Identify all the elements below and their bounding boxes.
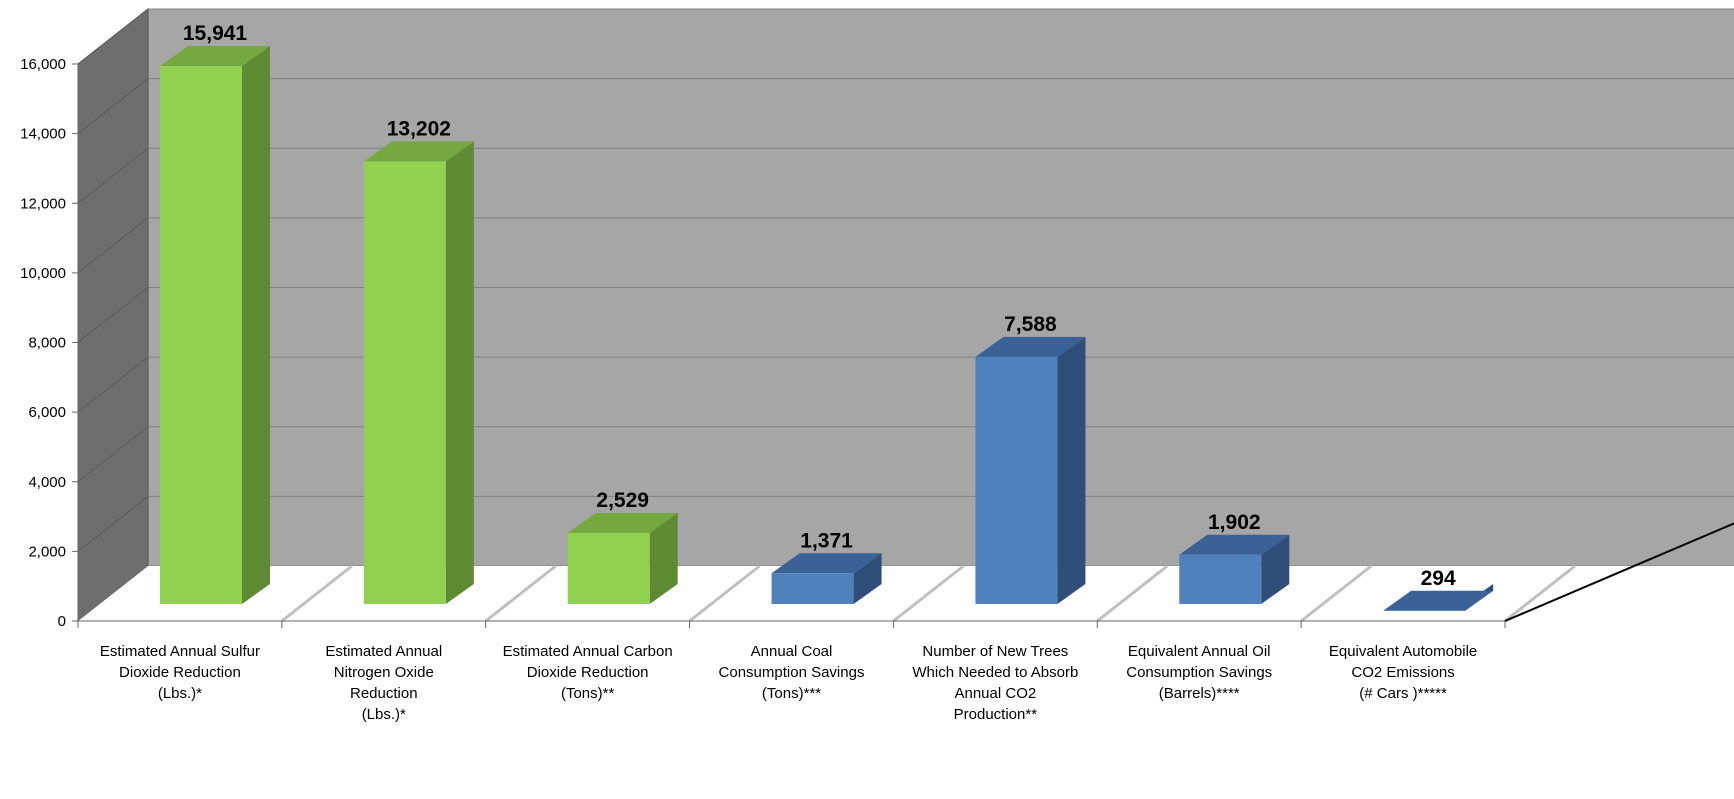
bar-side bbox=[649, 512, 678, 604]
bar-side bbox=[853, 553, 882, 604]
gridline-side bbox=[77, 356, 149, 413]
bar-side bbox=[1261, 534, 1290, 604]
category-label-line: Production** bbox=[954, 706, 1038, 723]
value-label: 1,371 bbox=[800, 529, 853, 552]
category-label-line: Number of New Trees bbox=[922, 643, 1068, 660]
floor-divider bbox=[484, 564, 557, 623]
category-label-line: Estimated Annual Carbon bbox=[503, 643, 673, 660]
category-label-line: Consumption Savings bbox=[1126, 664, 1272, 681]
category-label-line: Reduction bbox=[350, 685, 418, 702]
bar bbox=[771, 553, 882, 604]
y-axis-ticks: 0 2,000 4,000 6,000 8,000 10,000 12,000 14,000 1… bbox=[20, 56, 78, 630]
bar-front bbox=[363, 161, 446, 604]
bar-side bbox=[445, 141, 474, 604]
value-label: 294 bbox=[1421, 567, 1456, 590]
category-label-line: Annual Coal bbox=[751, 643, 833, 660]
bar bbox=[975, 336, 1086, 604]
bar bbox=[1179, 534, 1290, 604]
bar-top bbox=[1383, 590, 1494, 611]
gridline-side bbox=[77, 8, 149, 65]
y-tick-label: 0 bbox=[58, 613, 66, 630]
category-label-line: Dioxide Reduction bbox=[527, 664, 649, 681]
bar bbox=[1383, 584, 1494, 611]
category-label: Number of New Trees Which Needed to Absor… bbox=[912, 643, 1078, 723]
bar-top bbox=[363, 141, 474, 162]
bar-front bbox=[975, 356, 1058, 604]
bar bbox=[567, 512, 678, 604]
bar-top bbox=[567, 512, 678, 533]
category-label-line: Annual CO2 bbox=[954, 685, 1036, 702]
bar-side bbox=[242, 46, 270, 604]
y-tick-label: 16,000 bbox=[20, 56, 66, 73]
category-label-line: (# Cars )***** bbox=[1359, 685, 1447, 702]
y-tick-label: 10,000 bbox=[20, 265, 66, 282]
bars bbox=[160, 46, 1494, 611]
category-labels: Estimated Annual Sulfur Dioxide Reduction… bbox=[100, 643, 1477, 723]
category-label-line: (Tons)** bbox=[561, 685, 615, 702]
bar-front bbox=[771, 573, 854, 604]
category-label: Estimated Annual Carbon Dioxide Reduction… bbox=[503, 643, 673, 702]
chart-walls bbox=[77, 7, 1734, 623]
floor-divider bbox=[1300, 564, 1373, 623]
bar-front bbox=[1179, 554, 1262, 604]
category-label-line: Dioxide Reduction bbox=[119, 664, 241, 681]
gridline-side bbox=[77, 78, 149, 135]
bar-front bbox=[567, 532, 650, 604]
bar-top bbox=[771, 553, 882, 574]
value-label: 15,941 bbox=[183, 22, 248, 45]
y-tick-label: 12,000 bbox=[20, 195, 66, 212]
category-label: Equivalent Automobile CO2 Emissions (# Car… bbox=[1329, 643, 1477, 702]
category-label-line: Estimated Annual Sulfur bbox=[100, 643, 260, 660]
gridline-side bbox=[77, 426, 149, 483]
category-label-line: (Lbs.)* bbox=[158, 685, 202, 702]
value-label: 1,902 bbox=[1208, 511, 1261, 534]
value-label: 7,588 bbox=[1004, 313, 1057, 336]
category-label-line: Which Needed to Absorb bbox=[912, 664, 1078, 681]
bar-top bbox=[160, 46, 270, 67]
bar-side bbox=[1057, 336, 1086, 604]
category-label-line: (Lbs.)* bbox=[362, 706, 406, 723]
floor-divider bbox=[280, 564, 353, 623]
value-labels: 15,941 13,202 2,529 1,371 7,588 1,902 294 bbox=[183, 22, 1456, 590]
floor-divider bbox=[1096, 564, 1169, 623]
gridline-side bbox=[77, 147, 149, 204]
bar-front bbox=[160, 66, 242, 604]
floor-front-edge bbox=[1504, 522, 1734, 622]
category-label-line: Estimated Annual bbox=[325, 643, 442, 660]
category-label: Estimated Annual Sulfur Dioxide Reduction… bbox=[100, 643, 260, 702]
floor-divider bbox=[892, 564, 965, 623]
gridline-side bbox=[77, 217, 149, 274]
y-tick-label: 4,000 bbox=[28, 474, 66, 491]
bar-top bbox=[975, 336, 1086, 357]
category-label-line: (Tons)*** bbox=[762, 685, 821, 702]
value-label: 2,529 bbox=[596, 489, 649, 512]
value-label: 13,202 bbox=[387, 117, 451, 140]
category-label-line: (Barrels)**** bbox=[1159, 685, 1240, 702]
category-label-line: Equivalent Annual Oil bbox=[1128, 643, 1271, 660]
gridline-side bbox=[77, 287, 149, 343]
floor-divider bbox=[1504, 564, 1576, 623]
y-tick-label: 6,000 bbox=[28, 404, 66, 421]
category-label: Estimated Annual Nitrogen Oxide Reduction (… bbox=[325, 643, 442, 723]
bar bbox=[160, 46, 270, 604]
y-tick-label: 14,000 bbox=[20, 126, 66, 143]
y-tick-label: 8,000 bbox=[28, 335, 66, 352]
category-label: Equivalent Annual Oil Consumption Savings… bbox=[1126, 643, 1272, 702]
floor-divider bbox=[688, 564, 761, 623]
category-label-line: CO2 Emissions bbox=[1351, 664, 1454, 681]
category-label-line: Equivalent Automobile bbox=[1329, 643, 1477, 660]
bar bbox=[363, 141, 474, 604]
category-label-line: Nitrogen Oxide bbox=[334, 664, 434, 681]
bar-top bbox=[1179, 534, 1290, 555]
y-tick-label: 2,000 bbox=[28, 543, 66, 560]
gridline-side bbox=[77, 495, 149, 552]
category-label-line: Consumption Savings bbox=[719, 664, 865, 681]
category-label: Annual Coal Consumption Savings (Tons)*** bbox=[719, 643, 865, 702]
